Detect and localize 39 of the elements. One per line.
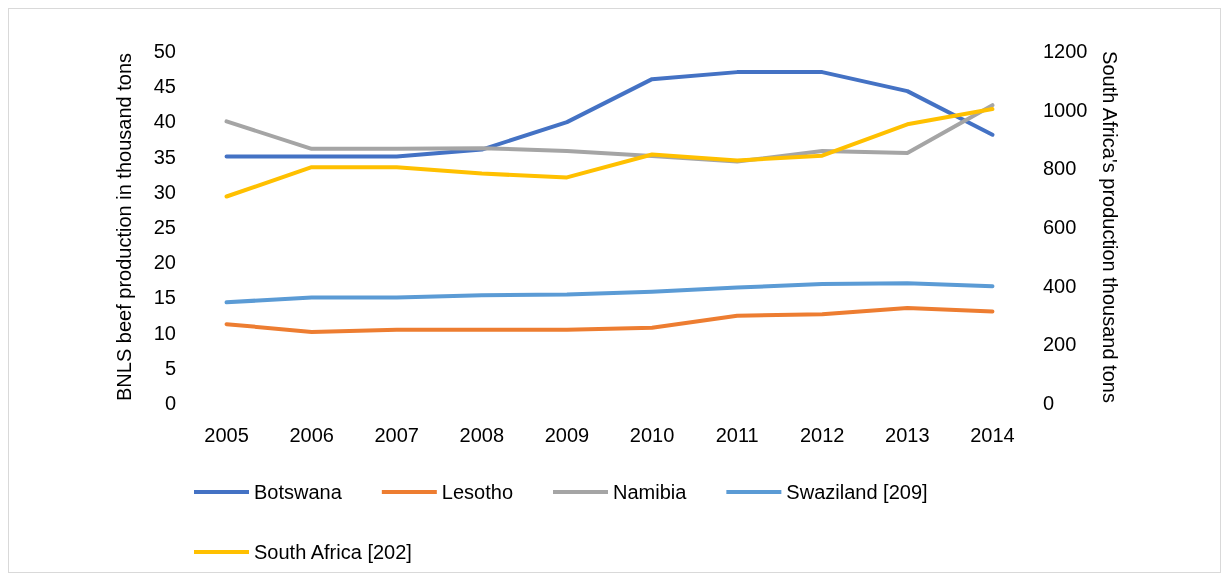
x-tick-label: 2013 [885,424,930,446]
x-tick-label: 2007 [374,424,419,446]
legend-label: Swaziland [209] [786,481,928,503]
line-series [224,305,995,334]
y-tick-label: 50 [153,40,176,62]
x-tick-label: 2009 [544,424,590,446]
y-tick-label: 0 [164,392,176,414]
line-series [224,107,995,199]
y-tick-label: 10 [153,321,176,344]
y2-tick-label: 600 [1043,216,1077,238]
y-tick-label: 15 [153,286,176,309]
legend-label: Lesotho [441,481,513,503]
y2-axis-title: South Africa's production thousand tons [1099,51,1122,403]
y-tick-label: 30 [153,180,176,203]
x-tick-label: 2014 [970,424,1015,446]
y2-tick-label: 800 [1043,157,1077,180]
y2-tick-label: 1000 [1043,98,1088,121]
legend-label: Namibia [613,481,688,503]
line-series [224,281,995,305]
y-tick-label: 35 [153,145,176,168]
y2-tick-label: 200 [1043,333,1077,356]
y2-tick-label: 400 [1043,274,1077,297]
y-tick-label: 40 [153,110,176,133]
y-tick-label: 45 [153,75,176,98]
y-tick-label: 25 [153,216,176,238]
line-series [224,70,995,159]
y-tick-label: 20 [153,251,176,274]
y2-tick-label: 1200 [1043,40,1088,62]
legend-label: South Africa [202] [254,541,412,563]
x-tick-label: 2006 [289,424,334,446]
y-tick-label: 5 [164,356,176,379]
legend-label: Botswana [254,481,343,503]
x-tick-label: 2005 [204,424,249,446]
y2-tick-label: 0 [1043,392,1055,414]
x-tick-label: 2010 [629,424,675,446]
x-tick-label: 2012 [800,424,845,446]
x-tick-label: 2008 [459,424,505,446]
y-axis-title: BNLS beef production in thousand tons [113,52,135,402]
x-tick-label: 2011 [715,424,759,446]
